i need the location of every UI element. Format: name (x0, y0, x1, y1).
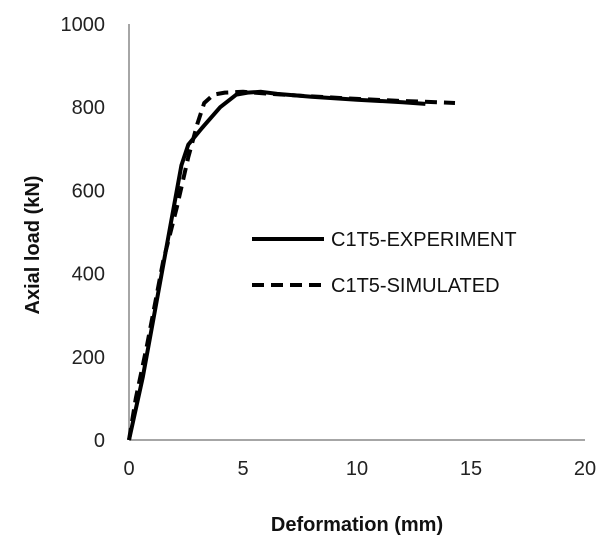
x-tick-label: 20 (574, 458, 596, 480)
legend-label-simulated: C1T5-SIMULATED (331, 275, 500, 297)
legend-label-experiment: C1T5-EXPERIMENT (331, 229, 517, 251)
series-line-experiment (127, 89, 426, 441)
x-tick-label: 0 (123, 458, 134, 480)
y-tick-label: 600 (72, 180, 105, 202)
series-line-simulated (127, 89, 456, 441)
y-axis-title: Axial load (kN) (22, 176, 44, 315)
y-tick-labels: 0 200 400 600 800 1000 (61, 14, 106, 452)
axes (128, 24, 585, 441)
y-tick-label: 400 (72, 264, 105, 286)
x-tick-label: 15 (460, 458, 482, 480)
series-layer (127, 89, 456, 441)
x-axis-title: Deformation (mm) (271, 514, 443, 536)
legend: C1T5-EXPERIMENT C1T5-SIMULATED (252, 229, 517, 297)
y-tick-label: 200 (72, 347, 105, 369)
y-tick-label: 0 (94, 430, 105, 452)
x-tick-label: 10 (346, 458, 368, 480)
x-tick-labels: 0 5 10 15 20 (123, 458, 596, 480)
y-tick-label: 800 (72, 97, 105, 119)
y-tick-label: 1000 (61, 14, 106, 36)
x-tick-label: 5 (237, 458, 248, 480)
